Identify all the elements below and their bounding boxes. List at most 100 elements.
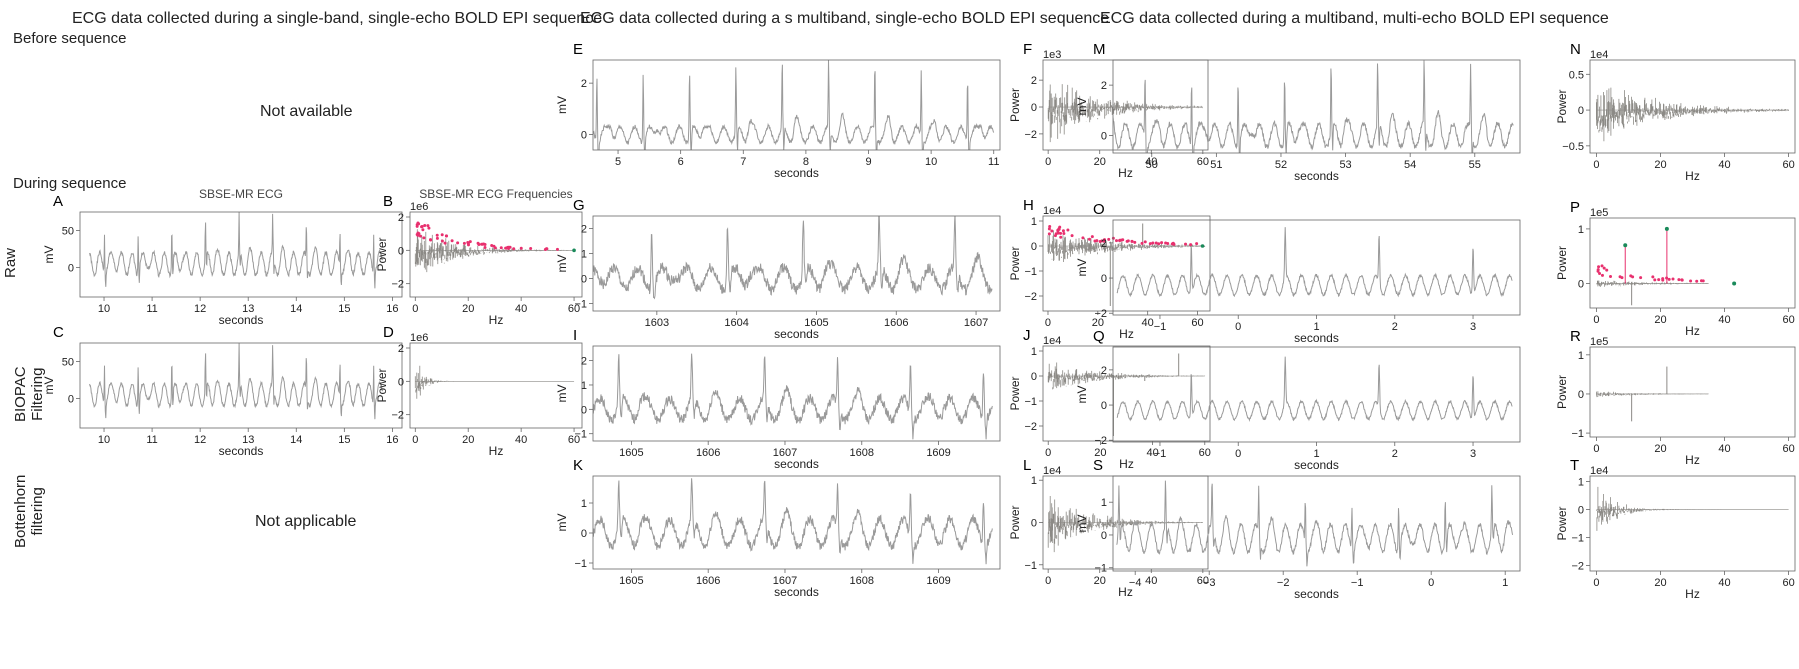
- ytick-label-R-2: 1: [1578, 350, 1584, 362]
- ytick-label-R-1: 0: [1578, 389, 1584, 401]
- ytick-label-N-0: −0.5: [1562, 141, 1584, 153]
- peak-marker-P-5: [1689, 279, 1693, 283]
- peak-marker-H-27: [1048, 224, 1052, 228]
- xtick-label-F-1: 20: [1094, 156, 1106, 168]
- panel-letter-R: R: [1570, 328, 1581, 345]
- xtick-label-H-0: 0: [1045, 317, 1051, 329]
- plot-area-D: [414, 365, 575, 399]
- ytick-label-F-0: −2: [1024, 129, 1037, 141]
- panel-G: G 1603 1604 1605 1606 1607 −1 0 1 2 seconds mV: [555, 197, 1001, 341]
- peak-marker-H-43: [1125, 239, 1129, 243]
- peak-marker-B-36: [512, 247, 516, 251]
- ylabel-F: Power: [1008, 88, 1022, 122]
- xtick-label-B-1: 20: [462, 303, 474, 315]
- ylabel-N: Power: [1555, 89, 1569, 123]
- ytick-label-N-2: 0.5: [1569, 69, 1584, 81]
- xtick-label-R-1: 20: [1654, 443, 1666, 455]
- xtick-label-G-3: 1606: [884, 317, 908, 329]
- ytick-label-L-2: 1: [1031, 475, 1037, 487]
- xlabel-S: seconds: [1294, 587, 1339, 601]
- axes-frame-E: [592, 59, 1001, 151]
- xtick-label-K-3: 1608: [850, 575, 874, 587]
- xtick-label-A-3: 13: [242, 303, 254, 315]
- ytick-label-O-1: 0: [1101, 273, 1107, 285]
- ytick-label-F-1: 0: [1031, 102, 1037, 114]
- panel-I: I 1605 1606 1607 1608 1609 −1 0 1 2 seconds mV: [555, 327, 1001, 471]
- plot-area-P: [1596, 226, 1737, 306]
- xtick-label-G-2: 1605: [804, 317, 828, 329]
- peak-marker-H-48: [1059, 235, 1063, 239]
- ecg-trace-A: [89, 212, 384, 289]
- xlabel-B: Hz: [489, 313, 504, 327]
- plot-area-K: [593, 478, 993, 565]
- peak-marker-P-27: [1609, 274, 1613, 278]
- panel-D: D 0 20 40 60 −2 0 2 Hz Power 1e6: [375, 324, 583, 458]
- plot-area-S: [1116, 480, 1514, 567]
- axes-frame-S: [1112, 475, 1521, 572]
- xtick-label-E-3: 8: [803, 156, 809, 168]
- peak-marker-B-53: [417, 232, 421, 236]
- xtick-label-A-2: 12: [194, 303, 206, 315]
- peak-marker-B-34: [422, 236, 426, 240]
- ecg-trace-M: [1113, 60, 1514, 153]
- ylabel-D: Power: [375, 368, 389, 402]
- ytick-label-K-1: 0: [581, 528, 587, 540]
- xtick-label-G-1: 1604: [724, 317, 748, 329]
- ylabel-B: Power: [375, 237, 389, 271]
- ytick-label-P-0: 0: [1578, 278, 1584, 290]
- peak-marker-H-28: [1195, 242, 1199, 246]
- xtick-label-Q-3: 2: [1392, 448, 1398, 460]
- ecg-trace-G: [593, 216, 993, 300]
- panel-letter-C: C: [53, 324, 64, 341]
- xtick-label-S-2: −2: [1277, 577, 1290, 589]
- ytick-label-I-0: −1: [574, 429, 587, 441]
- ytick-label-G-0: −1: [574, 299, 587, 311]
- peak-marker-H-53: [1107, 237, 1111, 241]
- xtick-label-J-0: 0: [1045, 447, 1051, 459]
- peak-marker-H-36: [1157, 242, 1161, 246]
- axes-frame-C: [79, 342, 403, 429]
- peak-marker-P-6: [1600, 273, 1604, 277]
- axes-frame-T: [1589, 475, 1796, 572]
- chart-title-B: SBSE-MR ECG Frequencies: [419, 187, 572, 201]
- panel-letter-F: F: [1023, 41, 1032, 58]
- ytick-label-E-0: 0: [581, 130, 587, 142]
- peak-marker-H-45: [1103, 238, 1107, 242]
- spectrum-D: [414, 365, 474, 399]
- xtick-label-M-0: 50: [1146, 159, 1158, 171]
- xtick-label-C-0: 10: [98, 434, 110, 446]
- plot-area-E: [593, 60, 995, 150]
- panel-letter-S: S: [1093, 457, 1103, 474]
- xtick-label-I-0: 1605: [619, 447, 643, 459]
- xtick-label-A-4: 14: [290, 303, 302, 315]
- xtick-label-L-0: 0: [1045, 575, 1051, 587]
- panel-R: R 0 20 40 60 −1 0 1 Hz Power 1e5: [1555, 328, 1796, 467]
- ytick-label-P-1: 1: [1578, 224, 1584, 236]
- peak-marker-H-47: [1154, 241, 1158, 245]
- ytick-label-B-0: −2: [391, 279, 404, 291]
- row-label-during-sequence: During sequence: [13, 175, 127, 192]
- peak-marker-H-42: [1121, 238, 1125, 242]
- xlabel-P: Hz: [1685, 324, 1700, 338]
- xlabel-F: Hz: [1118, 166, 1133, 180]
- peak-marker-H-32: [1115, 239, 1119, 243]
- ylabel-I: mV: [555, 385, 569, 403]
- peak-marker-B-17: [450, 239, 454, 243]
- ytick-label-Q-0: −2: [1094, 435, 1107, 447]
- peak-marker-H-13: [1070, 234, 1074, 238]
- axes-frame-J: [1042, 345, 1211, 442]
- xtick-label-T-3: 60: [1782, 577, 1794, 589]
- peak-marker-B-5: [440, 233, 444, 237]
- xlabel-M: seconds: [1294, 169, 1339, 183]
- peak-marker-H-51: [1189, 243, 1193, 247]
- plot-area-N: [1596, 87, 1789, 142]
- peak-marker-H-8: [1166, 241, 1170, 245]
- ytick-label-R-0: −1: [1571, 428, 1584, 440]
- axes-frame-D: [409, 342, 583, 429]
- panel-letter-M: M: [1093, 41, 1106, 58]
- panel-E: E 5 6 7 8 9 10 11 0 2 seconds mV: [555, 41, 1001, 180]
- xtick-label-E-1: 6: [678, 156, 684, 168]
- panel-T: T 0 20 40 60 −2 −1 0 1 Hz Power 1e4: [1555, 457, 1796, 601]
- panel-A: A 10 11 12 13 14 15 16 0 50 seconds mV SBSE-MR ECG: [42, 187, 403, 327]
- xtick-label-B-2: 40: [515, 303, 527, 315]
